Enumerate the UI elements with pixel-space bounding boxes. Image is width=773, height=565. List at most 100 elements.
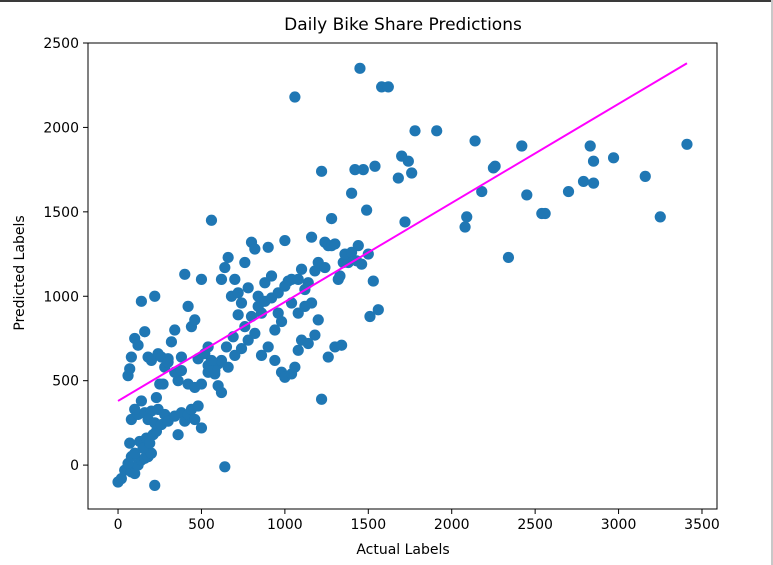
data-point xyxy=(222,251,234,264)
data-point xyxy=(129,447,141,459)
x-tick-label: 2500 xyxy=(517,517,553,533)
data-point xyxy=(135,295,147,307)
data-point xyxy=(145,447,158,459)
data-point xyxy=(129,403,141,415)
data-point xyxy=(364,310,376,323)
data-point xyxy=(305,231,318,243)
data-point xyxy=(539,207,551,220)
data-point xyxy=(367,275,379,287)
data-point xyxy=(219,461,231,473)
data-point xyxy=(232,309,244,321)
data-point xyxy=(289,361,301,373)
data-point xyxy=(269,324,281,336)
data-point xyxy=(654,211,666,223)
data-point xyxy=(372,304,384,316)
data-point xyxy=(157,378,169,390)
data-point xyxy=(476,185,488,198)
data-point xyxy=(336,339,348,351)
data-point xyxy=(195,273,208,285)
data-point xyxy=(139,326,151,338)
data-point xyxy=(189,413,201,426)
data-point xyxy=(354,62,366,74)
data-point xyxy=(584,140,596,152)
x-tick-label: 2000 xyxy=(434,517,470,533)
y-axis-title: Predicted Labels xyxy=(12,215,28,330)
y-tick-label: 2000 xyxy=(43,120,79,136)
data-point xyxy=(169,324,181,336)
data-point xyxy=(215,273,228,285)
data-point xyxy=(346,246,358,258)
data-point xyxy=(279,280,291,292)
data-point xyxy=(406,167,418,179)
chart-title: Daily Bike Share Predictions xyxy=(284,15,522,35)
x-tick-label: 1000 xyxy=(267,517,303,533)
data-point xyxy=(205,214,218,226)
data-point xyxy=(292,344,304,356)
data-point xyxy=(681,138,693,150)
window-right-border xyxy=(771,0,773,565)
data-point xyxy=(255,349,268,361)
data-point xyxy=(189,314,201,326)
data-point xyxy=(175,351,188,363)
data-point xyxy=(309,329,321,341)
data-point xyxy=(346,187,358,199)
data-point xyxy=(361,204,373,216)
x-tick-label: 3500 xyxy=(684,517,720,533)
data-point xyxy=(275,315,288,328)
data-point xyxy=(205,354,218,367)
data-point xyxy=(172,375,184,387)
data-point xyxy=(312,314,324,326)
data-point xyxy=(239,256,251,269)
data-point xyxy=(195,422,208,434)
y-tick-label: 500 xyxy=(52,374,79,390)
data-point xyxy=(516,140,528,152)
data-point xyxy=(289,91,301,103)
data-point xyxy=(502,251,515,264)
data-point xyxy=(242,282,254,294)
data-point xyxy=(235,297,248,309)
data-point xyxy=(409,125,421,137)
data-point xyxy=(607,152,620,164)
data-point xyxy=(639,170,651,182)
y-tick-label: 1000 xyxy=(43,289,79,305)
data-point xyxy=(521,189,533,201)
data-point xyxy=(577,175,590,188)
data-point xyxy=(295,263,308,275)
data-point xyxy=(402,155,414,167)
x-tick-label: 3000 xyxy=(601,517,637,533)
data-point xyxy=(431,125,443,137)
data-point xyxy=(129,467,141,480)
trend-line xyxy=(117,62,688,402)
data-point xyxy=(587,177,600,189)
data-point xyxy=(265,270,278,282)
data-point xyxy=(124,363,136,375)
data-point xyxy=(149,290,161,302)
data-point xyxy=(149,479,161,491)
data-point xyxy=(165,336,178,348)
x-tick-label: 500 xyxy=(188,517,215,533)
data-point xyxy=(220,341,233,353)
data-point xyxy=(150,391,163,404)
data-point xyxy=(587,155,600,167)
data-point xyxy=(125,351,137,363)
data-point xyxy=(262,241,274,253)
data-point xyxy=(249,327,261,340)
data-point xyxy=(215,386,228,399)
data-point xyxy=(222,361,234,373)
data-point xyxy=(292,273,304,285)
data-point xyxy=(322,351,334,363)
data-point xyxy=(195,378,208,390)
data-point xyxy=(229,273,241,285)
data-point xyxy=(319,261,331,274)
data-point xyxy=(357,164,369,176)
data-point xyxy=(349,164,361,176)
data-point xyxy=(315,165,328,177)
data-point xyxy=(232,287,244,299)
x-tick-label: 1500 xyxy=(350,517,386,533)
y-tick-label: 0 xyxy=(70,458,79,474)
data-point xyxy=(309,265,321,277)
data-point xyxy=(144,437,156,449)
data-point xyxy=(172,429,184,441)
data-point xyxy=(279,234,291,247)
